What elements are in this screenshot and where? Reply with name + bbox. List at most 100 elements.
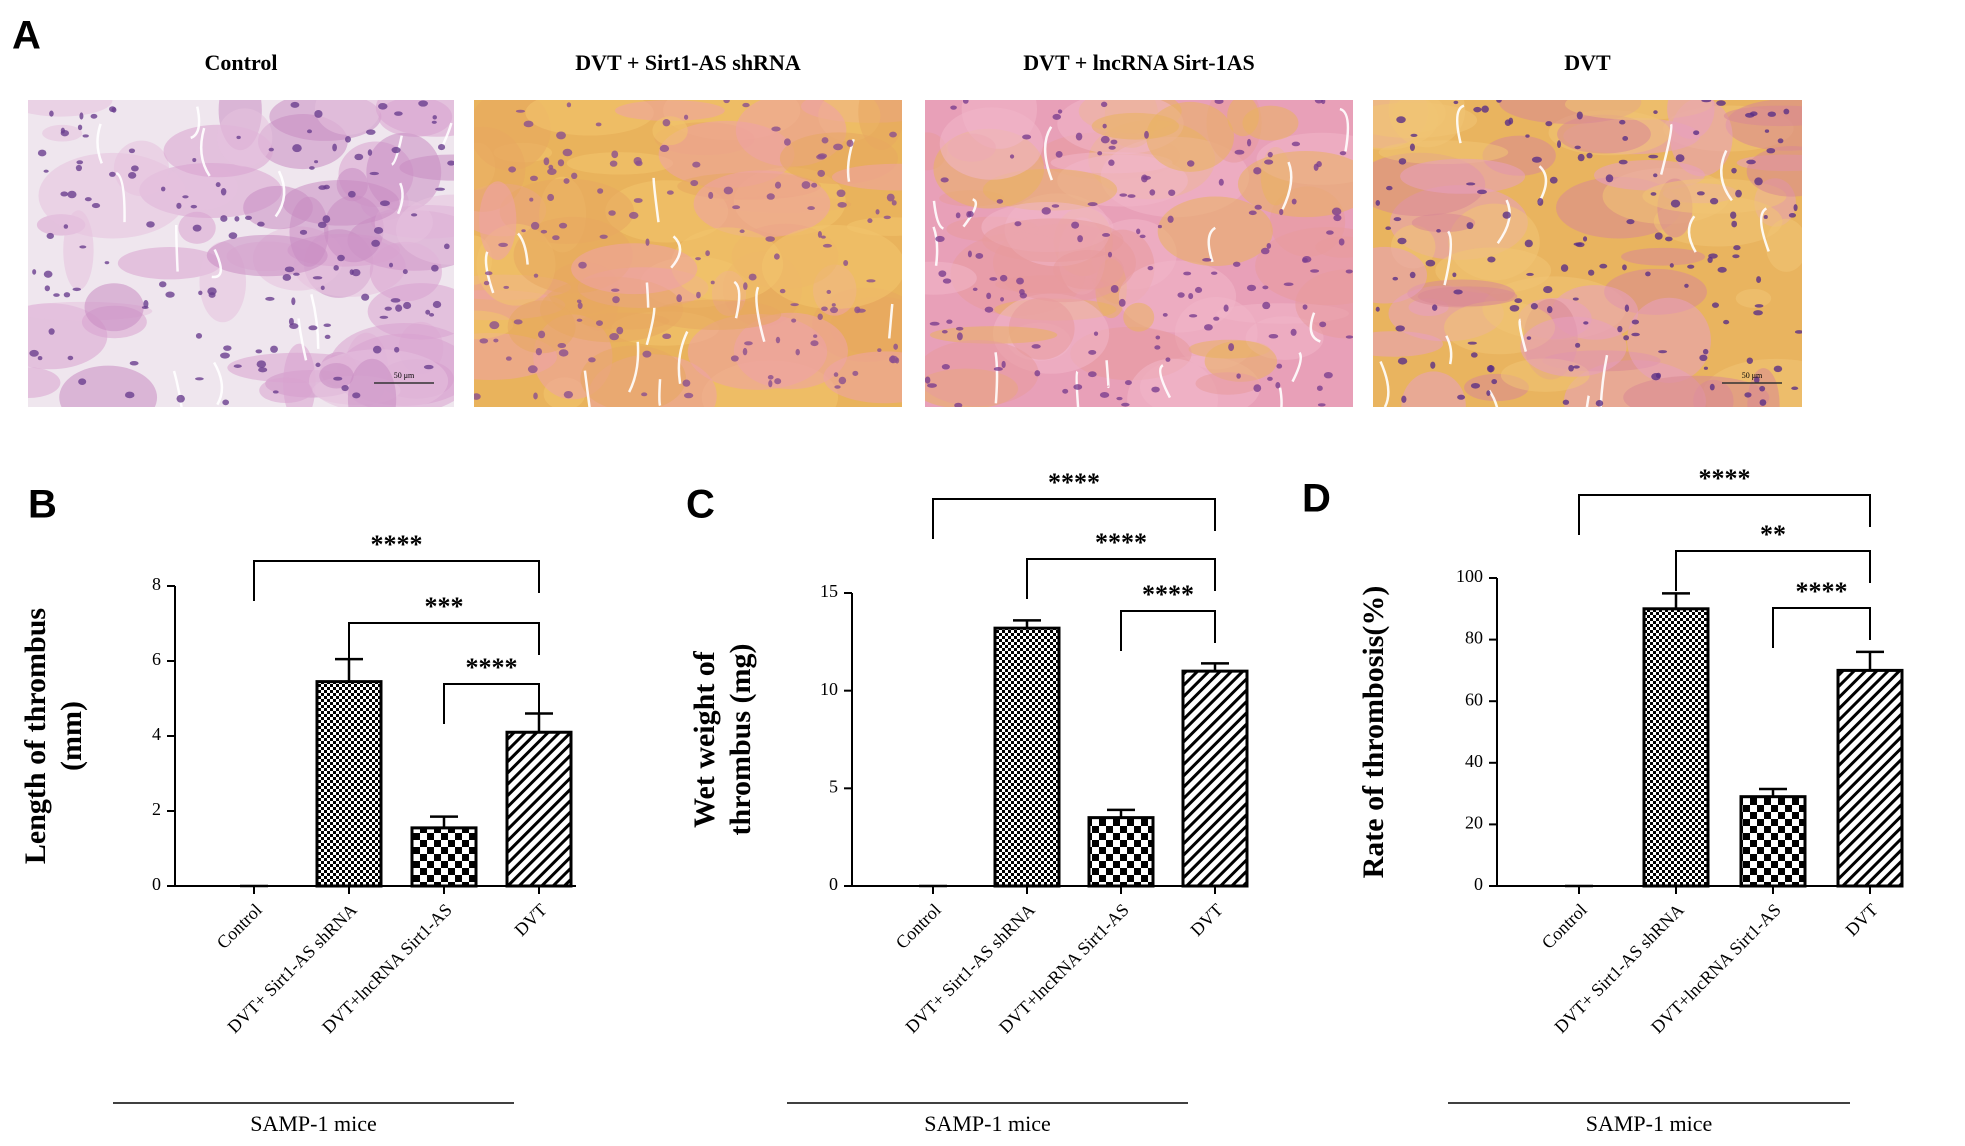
nucleus bbox=[1339, 151, 1347, 156]
nucleus bbox=[1617, 325, 1623, 333]
nucleus bbox=[1398, 158, 1407, 165]
nucleus bbox=[1071, 221, 1080, 229]
nucleus bbox=[508, 166, 517, 173]
nucleus bbox=[929, 321, 940, 326]
nucleus bbox=[521, 229, 526, 233]
nucleus bbox=[236, 135, 241, 140]
nucleus bbox=[1572, 297, 1579, 301]
nucleus bbox=[984, 306, 994, 313]
nucleus bbox=[1409, 271, 1416, 279]
nucleus bbox=[1709, 197, 1719, 205]
nucleus bbox=[91, 203, 101, 209]
nucleus bbox=[1001, 360, 1006, 369]
tissue bbox=[571, 243, 698, 295]
nucleus bbox=[1264, 159, 1274, 165]
crack bbox=[274, 170, 286, 218]
nucleus bbox=[1034, 370, 1041, 377]
nucleus bbox=[372, 345, 382, 354]
y-tick-label: 80 bbox=[1465, 628, 1483, 648]
nucleus bbox=[1162, 313, 1168, 317]
nucleus bbox=[595, 122, 602, 127]
crack bbox=[1720, 149, 1733, 202]
crack bbox=[1105, 360, 1110, 388]
nucleus bbox=[1167, 215, 1174, 223]
nucleus bbox=[927, 383, 937, 388]
nucleus bbox=[1100, 101, 1108, 108]
crack bbox=[1687, 215, 1697, 253]
tissue bbox=[831, 163, 902, 191]
crack bbox=[211, 248, 223, 279]
histology-image bbox=[925, 100, 1353, 407]
nucleus bbox=[1531, 156, 1542, 163]
nucleus bbox=[1302, 304, 1308, 310]
crack bbox=[645, 282, 650, 308]
nucleus bbox=[817, 313, 823, 320]
nucleus bbox=[834, 385, 841, 389]
nucleus bbox=[940, 177, 949, 183]
nucleus bbox=[1530, 303, 1538, 310]
nucleus bbox=[1075, 132, 1083, 141]
significance-bracket bbox=[443, 683, 540, 724]
nucleus bbox=[1707, 256, 1713, 264]
nucleus bbox=[821, 306, 828, 312]
nucleus bbox=[1262, 301, 1271, 310]
nucleus bbox=[1732, 254, 1740, 259]
significance-label: **** bbox=[1796, 577, 1848, 606]
nucleus bbox=[1375, 306, 1380, 312]
tissue bbox=[614, 100, 725, 121]
significance-bracket bbox=[1578, 494, 1871, 535]
nucleus bbox=[1110, 285, 1119, 293]
nucleus bbox=[432, 115, 437, 120]
nucleus bbox=[942, 278, 952, 284]
crack bbox=[1659, 123, 1673, 175]
nucleus bbox=[813, 334, 818, 338]
nucleus bbox=[1102, 123, 1107, 129]
nucleus bbox=[962, 100, 969, 104]
nucleus bbox=[1100, 135, 1110, 144]
nucleus bbox=[547, 168, 557, 175]
nucleus bbox=[743, 282, 748, 290]
crack bbox=[1309, 312, 1321, 343]
nucleus bbox=[999, 274, 1008, 282]
crack bbox=[962, 198, 978, 228]
nucleus bbox=[875, 209, 880, 215]
y-tick-label: 10 bbox=[820, 679, 838, 699]
nucleus bbox=[1248, 210, 1257, 216]
nucleus bbox=[29, 349, 39, 357]
nucleus bbox=[394, 346, 400, 353]
nucleus bbox=[1188, 314, 1198, 318]
nucleus bbox=[1147, 266, 1154, 271]
nucleus bbox=[82, 134, 89, 138]
crack bbox=[190, 106, 201, 140]
nucleus bbox=[1746, 357, 1753, 364]
nucleus bbox=[1267, 376, 1273, 381]
nucleus bbox=[577, 302, 583, 309]
nucleus bbox=[284, 266, 295, 273]
y-axis-label: (mm) bbox=[55, 701, 88, 771]
crack bbox=[1585, 395, 1590, 407]
crack bbox=[658, 379, 662, 406]
nucleus bbox=[78, 378, 87, 386]
nucleus bbox=[1436, 228, 1441, 233]
nucleus bbox=[695, 257, 701, 261]
nucleus bbox=[1031, 344, 1041, 349]
nucleus bbox=[369, 171, 379, 176]
nucleus bbox=[846, 139, 854, 147]
nucleus bbox=[1088, 350, 1097, 355]
nucleus bbox=[308, 325, 318, 331]
nucleus bbox=[744, 341, 753, 346]
nucleus bbox=[1291, 141, 1301, 147]
image-title: DVT + Sirt1-AS shRNA bbox=[575, 50, 801, 75]
nucleus bbox=[1473, 106, 1482, 113]
nucleus bbox=[143, 300, 149, 308]
error-bar bbox=[1201, 662, 1229, 672]
tissue bbox=[1735, 288, 1772, 308]
crack bbox=[1496, 199, 1511, 244]
nucleus bbox=[967, 250, 972, 258]
tissue bbox=[479, 181, 517, 261]
nucleus bbox=[683, 114, 689, 120]
crack bbox=[96, 123, 103, 164]
group-label: SAMP-1 mice bbox=[924, 1111, 1051, 1136]
nucleus bbox=[182, 195, 189, 199]
nucleus bbox=[950, 105, 957, 110]
